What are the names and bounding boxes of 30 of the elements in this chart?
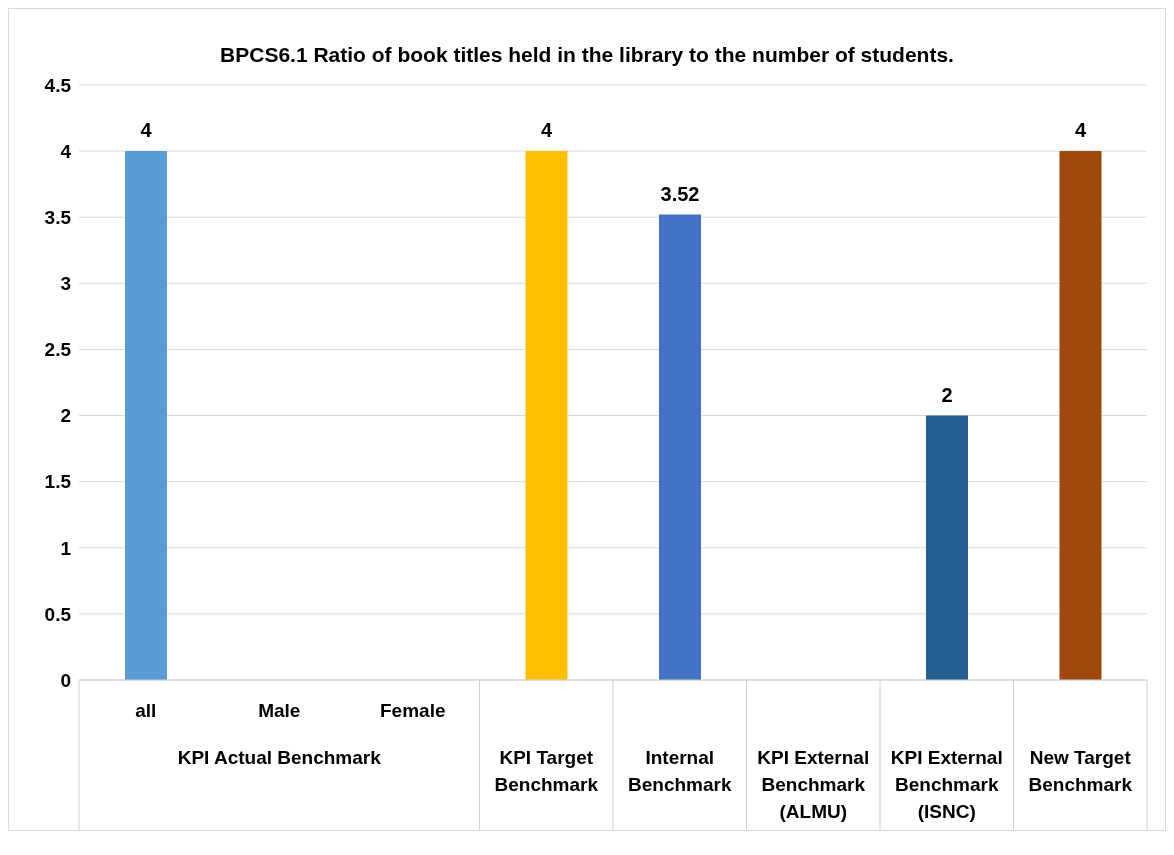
x-tick-label: Internal Benchmark [628, 747, 732, 795]
bar [125, 151, 167, 680]
x-tick-label: New Target Benchmark [1028, 747, 1133, 795]
x-tick-label: all [135, 700, 157, 721]
data-label: 4 [140, 119, 153, 142]
y-tick-label: 0.5 [44, 603, 72, 625]
x-tick-label: KPI External Benchmark (ALMU) [757, 747, 870, 822]
y-tick-label: 2.5 [44, 339, 72, 361]
data-label: 4 [540, 119, 553, 142]
text: KPI Actual Benchmark [177, 747, 382, 768]
y-tick-label: 3 [60, 273, 71, 295]
data-label: 2 [941, 383, 953, 406]
y-tick-label: 0 [60, 669, 71, 691]
data-label: 3.52 [660, 182, 700, 205]
bar [1059, 151, 1102, 680]
bar [659, 214, 701, 680]
y-tick-label: 1.5 [44, 471, 72, 493]
y-tick-label: 3.5 [44, 206, 72, 228]
y-tick-label: 4.5 [44, 74, 72, 96]
y-tick-label: 4 [60, 140, 72, 162]
x-tick-label: KPI External Benchmark (ISNC) [890, 747, 1003, 822]
x-tick-label: KPI Target Benchmark [494, 747, 599, 795]
x-tick-label: Female [380, 700, 446, 721]
chart-title: BPCS6.1 Ratio of book titles held in the library to the number of students. [219, 42, 955, 68]
bar [525, 151, 568, 680]
x-tick-label: Male [258, 700, 301, 721]
y-tick-label: 1 [60, 537, 72, 559]
y-tick-label: 2 [60, 405, 71, 427]
data-label: 4 [1074, 119, 1087, 142]
bar [926, 415, 968, 680]
